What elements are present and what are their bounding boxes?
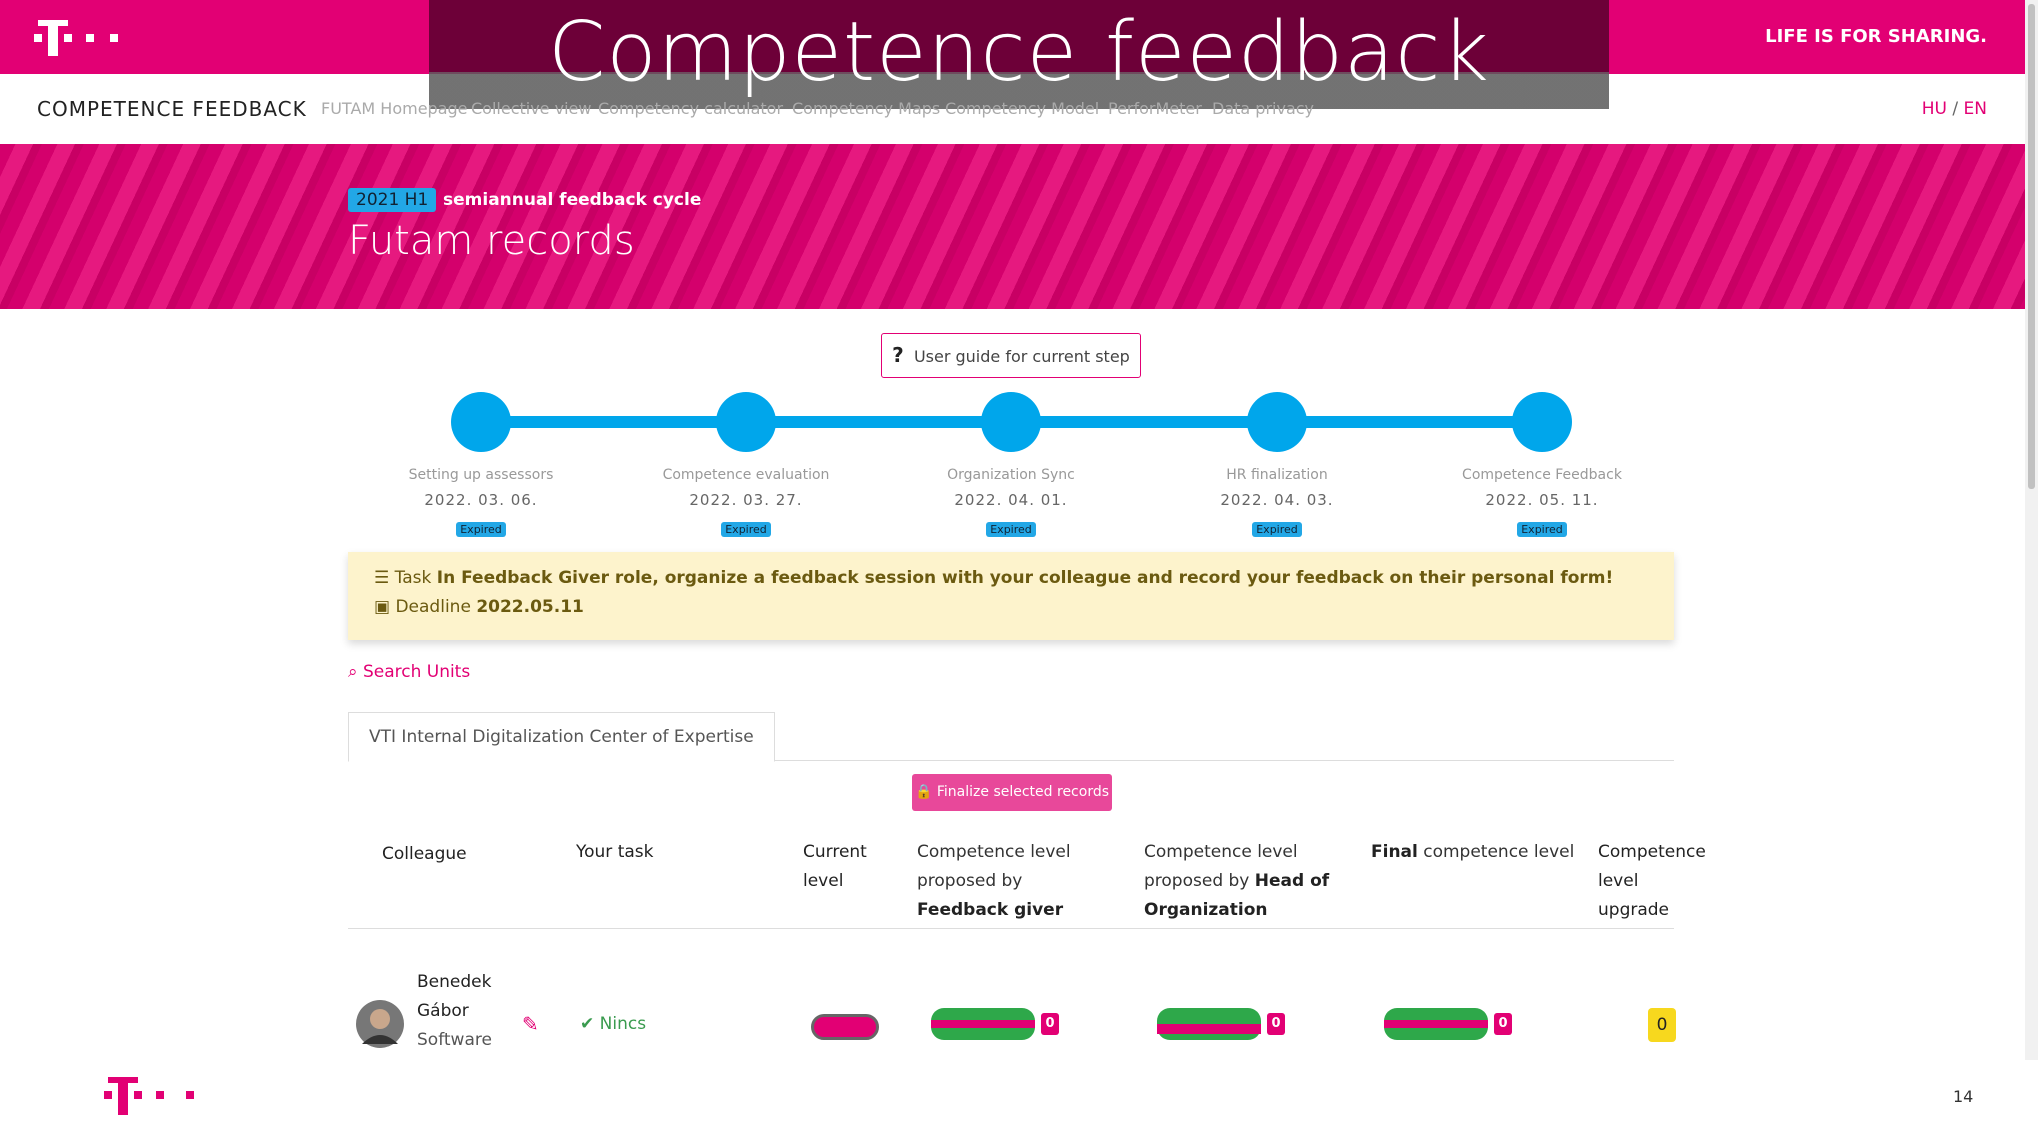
feedback-level-redacted — [931, 1008, 1035, 1040]
cycle-badge: 2021 H1 — [348, 188, 437, 212]
column-header: Current level — [803, 838, 903, 896]
step-date: 2022. 04. 01. — [954, 491, 1068, 509]
task-label: Task — [394, 568, 432, 588]
avatar — [356, 1000, 404, 1048]
step-status-wrap: Expired — [901, 518, 1121, 537]
nav-link[interactable]: Data privacy — [1212, 99, 1315, 118]
slide-footer — [0, 1060, 2038, 1145]
header-text: competence level — [1423, 842, 1575, 862]
slogan: LIFE IS FOR SHARING. — [1765, 26, 1987, 47]
task-text: In Feedback Giver role, organize a feedb… — [436, 568, 1614, 588]
stepper-track — [451, 392, 1572, 452]
nav-link[interactable]: FUTAM Homepage — [321, 99, 468, 118]
footer-logo — [104, 1077, 194, 1115]
lang-hu[interactable]: HU — [1921, 99, 1947, 119]
page-heading: Futam records — [348, 218, 635, 264]
edit-icon[interactable]: ✎ — [522, 1012, 539, 1036]
step-status-wrap: Expired — [1432, 518, 1652, 537]
column-header: Final competence level — [1371, 838, 1581, 867]
step-label: Organization Sync — [947, 467, 1075, 483]
step-date: 2022. 03. 27. — [689, 491, 803, 509]
deadline-line: ▣ Deadline 2022.05.11 — [374, 597, 584, 617]
position: Software — [417, 1030, 492, 1050]
step-date: 2022. 04. 03. — [1220, 491, 1334, 509]
app-name[interactable]: COMPETENCE FEEDBACK — [37, 97, 307, 121]
header-bold: Final — [1371, 842, 1418, 862]
header-text: Competence level proposed by — [1144, 842, 1298, 891]
step-status-wrap: Expired — [1167, 518, 1387, 537]
nav-link[interactable]: Collective view — [471, 99, 592, 118]
step-status-wrap: Expired — [636, 518, 856, 537]
step-date: 2022. 03. 06. — [424, 491, 538, 509]
lang-switch: HU / EN — [1922, 99, 1987, 119]
lang-separator: / — [1952, 99, 1959, 119]
nav-link[interactable]: PerforMeter — [1108, 99, 1202, 118]
step-status: Expired — [1517, 522, 1567, 537]
upgrade-badge: 0 — [1648, 1008, 1676, 1042]
name-last: Gábor — [417, 1001, 469, 1021]
step-label: Setting up assessors — [408, 467, 554, 483]
tab-divider — [348, 760, 1674, 761]
column-header: Competence level upgrade — [1598, 838, 1708, 925]
deadline-date: 2022.05.11 — [476, 597, 584, 617]
step-circle — [716, 392, 776, 452]
feedback-badge: 0 — [1041, 1013, 1059, 1035]
deadline-label: Deadline — [395, 597, 471, 617]
step-status: Expired — [721, 522, 771, 537]
task-box: ☰ Task In Feedback Giver role, organize … — [348, 552, 1674, 640]
column-header: Competence level proposed by Feedback gi… — [917, 838, 1107, 925]
colleague: Benedek Gábor Software — [417, 968, 492, 1055]
task-status: ✔ Nincs — [580, 1014, 647, 1034]
header-text: Competence level proposed by — [917, 842, 1071, 891]
step-status: Expired — [456, 522, 506, 537]
task-line: ☰ Task In Feedback Giver role, organize … — [374, 568, 1614, 588]
scrollbar[interactable] — [2025, 0, 2038, 1060]
step-label: Competence evaluation — [662, 467, 830, 483]
finalize-button[interactable]: 🔒 Finalize selected records — [912, 774, 1112, 811]
final-badge: 0 — [1494, 1013, 1512, 1035]
step-circle — [451, 392, 511, 452]
head-level-redacted — [1157, 1008, 1261, 1040]
header-divider — [348, 928, 1674, 929]
column-header: Your task — [576, 838, 766, 867]
step-status-wrap: Expired — [371, 518, 591, 537]
step-circle — [1247, 392, 1307, 452]
hero-banner — [0, 144, 2025, 309]
unit-tab[interactable]: VTI Internal Digitalization Center of Ex… — [348, 712, 775, 762]
current-level-redacted — [811, 1014, 879, 1040]
nav-link[interactable]: Competency Model — [945, 99, 1100, 118]
header-text: Your task — [576, 842, 654, 862]
user-guide-text: User guide for current step — [913, 347, 1130, 366]
step-label: HR finalization — [1226, 467, 1328, 483]
header-text: Colleague — [382, 844, 467, 864]
page-number: 14 — [1953, 1087, 1974, 1106]
step-status: Expired — [1252, 522, 1302, 537]
column-header: Competence level proposed by Head of Org… — [1144, 838, 1334, 925]
finalize-text: Finalize selected records — [936, 784, 1110, 800]
telekom-logo — [34, 20, 118, 56]
nav-link[interactable]: Competency Maps — [792, 99, 941, 118]
head-badge: 0 — [1267, 1013, 1285, 1035]
step-label: Competence Feedback — [1462, 467, 1622, 483]
final-level-redacted — [1384, 1008, 1488, 1040]
slide-title: Competence feedback — [429, 0, 1609, 109]
name-first: Benedek — [417, 972, 492, 992]
search-text: Search Units — [362, 662, 471, 682]
header-bold: Head of Organization — [1144, 871, 1330, 920]
task-value: Nincs — [599, 1014, 647, 1034]
step-circle — [1512, 392, 1572, 452]
column-header: Colleague — [382, 840, 532, 869]
nav-link[interactable]: Competency calculator — [598, 99, 784, 118]
header-text: Current level — [803, 842, 867, 891]
step-circle — [981, 392, 1041, 452]
search-units[interactable]: ⌕ Search Units — [348, 662, 471, 682]
user-guide-button[interactable]: ? User guide for current step — [881, 333, 1141, 378]
header-text: Competence level upgrade — [1598, 842, 1706, 920]
cycle-text: semiannual feedback cycle — [443, 190, 702, 210]
header-bold: Feedback giver — [917, 900, 1064, 920]
lang-en[interactable]: EN — [1963, 99, 1987, 119]
step-date: 2022. 05. 11. — [1485, 491, 1599, 509]
step-status: Expired — [986, 522, 1036, 537]
